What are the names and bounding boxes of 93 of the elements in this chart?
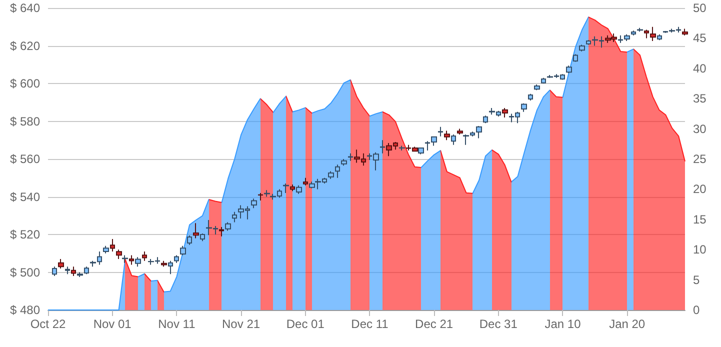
candlestick bbox=[258, 192, 263, 202]
candlestick bbox=[438, 126, 443, 137]
candlestick bbox=[451, 134, 456, 146]
y2-tick-label: 25 bbox=[693, 152, 707, 166]
y-tick-label: $ 520 bbox=[10, 228, 40, 242]
candlestick bbox=[502, 108, 508, 118]
candlestick bbox=[187, 234, 192, 246]
x-tick-label: Dec 21 bbox=[415, 317, 454, 331]
candlestick bbox=[283, 183, 289, 194]
candlestick bbox=[71, 266, 76, 277]
candlestick bbox=[135, 256, 141, 268]
candlestick bbox=[129, 254, 134, 266]
candlestick bbox=[644, 29, 649, 39]
x-tick-label: Nov 01 bbox=[93, 317, 132, 331]
candlestick bbox=[637, 27, 643, 32]
y-tick-label: $ 540 bbox=[10, 190, 40, 204]
candlestick bbox=[483, 115, 488, 124]
x-tick-label: Oct 22 bbox=[30, 317, 66, 331]
x-tick-label: Dec 31 bbox=[479, 317, 518, 331]
candlestick bbox=[84, 266, 89, 275]
candlestick bbox=[341, 158, 347, 166]
x-tick-label: Jan 20 bbox=[609, 317, 646, 331]
candlestick bbox=[251, 198, 257, 209]
candlestick bbox=[541, 77, 546, 84]
candlestick bbox=[534, 84, 540, 91]
candlestick bbox=[264, 190, 270, 198]
candlestick bbox=[122, 254, 128, 264]
candlestick bbox=[219, 226, 224, 237]
candlestick bbox=[380, 140, 385, 154]
candlestick bbox=[631, 30, 636, 36]
y-tick-label: $ 620 bbox=[10, 38, 40, 53]
y2-tick-label: 10 bbox=[693, 242, 707, 257]
candlestick bbox=[566, 65, 572, 74]
candlestick bbox=[161, 260, 167, 268]
candlestick bbox=[77, 272, 83, 278]
candlestick bbox=[521, 102, 527, 112]
candlestick bbox=[303, 177, 308, 186]
y-tick-label: $ 600 bbox=[10, 76, 40, 90]
x-tick-label: Dec 11 bbox=[351, 317, 389, 331]
y2-tick-label: 30 bbox=[693, 122, 707, 136]
y2-tick-label: 5 bbox=[693, 272, 700, 287]
candlestick bbox=[528, 93, 533, 101]
candlestick bbox=[97, 250, 102, 266]
candlestick bbox=[180, 245, 186, 256]
y-tick-label: $ 500 bbox=[10, 265, 40, 280]
x-tick-label: Nov 11 bbox=[158, 317, 196, 331]
y2-tick-label: 20 bbox=[693, 182, 707, 196]
candlestick bbox=[168, 260, 173, 275]
candlestick bbox=[657, 34, 662, 41]
candlestick bbox=[309, 181, 315, 189]
candlestick bbox=[579, 44, 585, 52]
candlestick bbox=[457, 128, 463, 135]
candlestick bbox=[335, 164, 340, 178]
candlestick bbox=[174, 254, 179, 264]
candlestick bbox=[290, 184, 295, 192]
candlestick bbox=[476, 125, 482, 139]
candlestick bbox=[348, 152, 353, 162]
y-tick-label: $ 580 bbox=[10, 114, 40, 128]
candlestick bbox=[225, 222, 231, 232]
y-tick-label: $ 480 bbox=[10, 303, 40, 317]
candlestick bbox=[110, 238, 115, 252]
y-tick-label: $ 560 bbox=[10, 152, 40, 166]
candlestick bbox=[65, 266, 70, 275]
candlestick bbox=[328, 170, 334, 180]
candlestick bbox=[650, 26, 656, 42]
candlestick bbox=[58, 258, 64, 269]
candlestick bbox=[103, 245, 109, 254]
y2-tick-label: 50 bbox=[693, 1, 707, 15]
x-tick-label: Nov 21 bbox=[222, 317, 260, 331]
candlestick bbox=[200, 233, 205, 242]
y2-tick-label: 45 bbox=[693, 31, 707, 46]
candlestick bbox=[425, 140, 430, 152]
candlestick bbox=[52, 266, 57, 277]
candlestick bbox=[431, 136, 437, 146]
candlestick bbox=[444, 130, 450, 141]
y-tick-label: $ 640 bbox=[10, 1, 40, 15]
candlestick bbox=[193, 222, 199, 239]
candlestick bbox=[573, 54, 578, 62]
candlestick bbox=[116, 249, 122, 260]
y2-tick-label: 15 bbox=[693, 212, 707, 226]
candlestick bbox=[296, 184, 302, 194]
y2-tick-label: 0 bbox=[693, 303, 700, 317]
x-tick-label: Jan 10 bbox=[544, 317, 582, 331]
candlestick bbox=[682, 28, 688, 36]
candlestick bbox=[586, 40, 591, 46]
candlestick bbox=[232, 211, 237, 223]
candlestick bbox=[90, 260, 96, 268]
y2-tick-label: 35 bbox=[693, 92, 707, 106]
y2-tick-label: 40 bbox=[693, 61, 707, 76]
x-tick-label: Dec 01 bbox=[286, 317, 325, 331]
candlestick bbox=[418, 147, 424, 155]
candlestick bbox=[399, 145, 405, 152]
candlestick bbox=[142, 250, 147, 262]
